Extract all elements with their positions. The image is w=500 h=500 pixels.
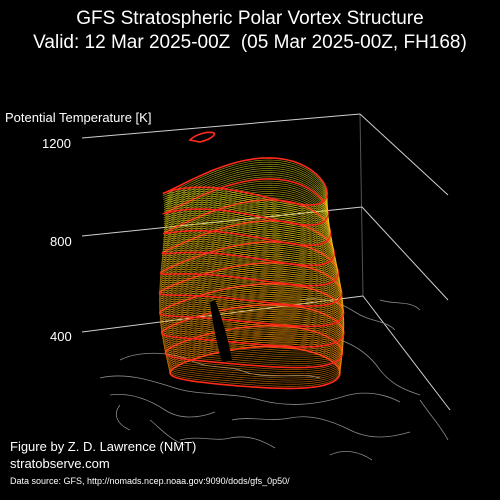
- vortex-contour: [159, 279, 344, 323]
- vortex-contour: [163, 170, 328, 218]
- vortex-contour: [163, 182, 329, 230]
- axis-tick-400: 400: [50, 329, 72, 344]
- vortex-contour: [163, 316, 344, 360]
- axis-tick-1200: 1200: [42, 136, 71, 151]
- vortex-contour: [162, 212, 333, 258]
- vortex-contour: [163, 184, 329, 232]
- vortex-contour: [163, 161, 328, 210]
- vortex-contour: [160, 235, 338, 280]
- vortex-contour: [162, 159, 328, 208]
- vortex-contour: [161, 229, 337, 274]
- vortex-contour: [163, 189, 330, 236]
- vortex-contour: [163, 197, 331, 244]
- upper-vortex-fragment: [188, 131, 216, 143]
- vortex-contour: [158, 268, 343, 313]
- vortex-contour: [163, 203, 332, 250]
- vortex-contour: [162, 214, 334, 260]
- vortex-contour: [163, 163, 328, 212]
- vortex-contour: [159, 285, 345, 329]
- data-source: Data source: GFS, http://nomads.ncep.noa…: [10, 476, 290, 486]
- vortex-contour: [161, 306, 345, 350]
- vortex-contour: [161, 231, 337, 276]
- vortex-contour: [164, 176, 329, 224]
- vortex-contour: [159, 289, 345, 333]
- vortex-contour: [159, 281, 344, 325]
- vortex-contour: [163, 314, 344, 358]
- vortex-contour: [158, 270, 344, 315]
- vortex-contour: [159, 275, 344, 319]
- vortex-contour: [163, 186, 330, 234]
- vortex-contour: [159, 287, 345, 331]
- axis-label: Potential Temperature [K]: [5, 110, 151, 125]
- vortex-contour: [165, 329, 343, 372]
- vortex-contour: [162, 218, 335, 264]
- vortex-contour: [161, 233, 337, 278]
- site-credit: stratobserve.com: [10, 456, 110, 471]
- polar-vortex-surface: [158, 157, 345, 390]
- vortex-contour: [163, 195, 331, 242]
- axis-vertical-right: [359, 113, 364, 297]
- vortex-contour: [162, 210, 333, 256]
- vortex-contour: [160, 296, 345, 340]
- axis-low-line-right: [362, 295, 451, 411]
- vortex-contour: [163, 193, 330, 240]
- figure-subtitle: Valid: 12 Mar 2025-00Z (05 Mar 2025-00Z,…: [33, 32, 467, 53]
- isentrope-ring: [164, 324, 344, 369]
- isentrope-ring: [162, 157, 329, 206]
- axis-tick-800: 800: [50, 234, 72, 249]
- axis-mid-line-right: [361, 206, 449, 301]
- vortex-contour: [161, 302, 345, 346]
- vortex-contour: [159, 277, 344, 321]
- vortex-contour: [163, 201, 332, 248]
- vortex-wall-gap: [210, 300, 232, 362]
- vortex-contour: [160, 298, 345, 342]
- vortex-contour: [163, 165, 328, 214]
- figure-title: GFS Stratospheric Polar Vortex Structure: [76, 8, 424, 29]
- vortex-contour: [159, 291, 345, 335]
- vortex-contour: [162, 310, 344, 354]
- vortex-contour: [163, 191, 330, 238]
- vortex-contour: [161, 222, 335, 268]
- vortex-contour: [163, 205, 332, 252]
- vortex-contour: [163, 172, 328, 220]
- axis-top-line-right: [359, 113, 449, 196]
- vortex-contour: [163, 168, 328, 216]
- vortex-contour: [162, 216, 334, 262]
- vortex-contour: [160, 300, 345, 344]
- isentrope-ring: [160, 303, 345, 348]
- vortex-contour: [163, 207, 333, 254]
- vortex-contour: [163, 319, 344, 362]
- vortex-contour: [161, 224, 336, 270]
- vortex-contour: [160, 293, 345, 337]
- vortex-contour: [159, 266, 343, 311]
- vortex-contour: [164, 321, 344, 364]
- vortex-contour: [160, 237, 338, 282]
- vortex-contour: [161, 226, 336, 272]
- author-credit: Figure by Z. D. Lawrence (NMT): [10, 439, 197, 454]
- vortex-contour: [162, 308, 344, 352]
- vortex-contour: [162, 312, 344, 356]
- isentrope-ring: [161, 178, 329, 226]
- vortex-contour: [163, 174, 329, 222]
- axis-top-line-left: [81, 113, 361, 139]
- vortex-contour: [159, 272, 344, 317]
- vortex-contour: [163, 180, 329, 228]
